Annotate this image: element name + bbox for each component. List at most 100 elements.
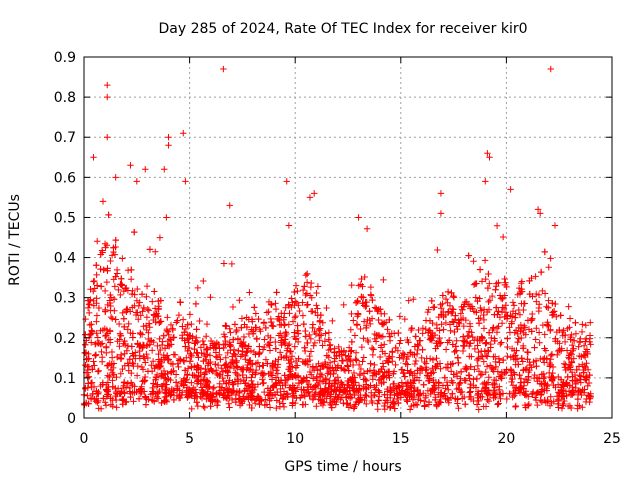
data-point (104, 81, 111, 89)
data-point (501, 275, 508, 283)
data-point (374, 405, 381, 413)
data-point (347, 357, 354, 364)
data-point (117, 355, 125, 363)
data-point (560, 379, 567, 386)
data-point (513, 347, 520, 354)
data-point (274, 388, 281, 396)
data-point (87, 296, 94, 303)
data-point (248, 404, 255, 412)
data-point (357, 325, 364, 333)
data-point (533, 290, 540, 298)
data-point (474, 297, 481, 305)
data-point (157, 362, 165, 370)
data-point (111, 283, 119, 290)
data-point (143, 342, 150, 349)
data-point (475, 348, 482, 356)
data-point (467, 393, 475, 401)
data-point (367, 382, 374, 389)
data-point (284, 342, 292, 349)
data-point (207, 294, 214, 301)
data-point (197, 344, 205, 351)
data-point (262, 324, 269, 332)
data-point (93, 262, 100, 269)
data-point (477, 307, 485, 314)
data-point (347, 326, 355, 333)
data-point (198, 384, 206, 391)
data-point (414, 367, 421, 374)
data-point (184, 321, 191, 328)
data-point (113, 270, 121, 277)
data-point (404, 398, 411, 405)
data-point (322, 330, 329, 337)
data-point (103, 326, 111, 333)
data-point (276, 379, 283, 386)
data-point (491, 311, 498, 318)
data-point (325, 346, 332, 354)
data-point (236, 340, 244, 347)
data-point (575, 363, 583, 370)
data-point (506, 324, 513, 331)
data-point (531, 344, 538, 351)
data-point (583, 395, 590, 403)
data-point (352, 349, 360, 357)
data-point (126, 356, 134, 363)
data-point (442, 346, 450, 353)
data-point (288, 295, 295, 302)
data-point (163, 214, 170, 221)
data-point (303, 270, 311, 278)
data-point (340, 347, 348, 354)
data-point (584, 350, 591, 358)
data-point (391, 405, 398, 412)
data-point (124, 360, 132, 367)
data-point (354, 313, 361, 320)
data-point (282, 381, 289, 389)
data-point (109, 383, 117, 390)
data-point (570, 337, 578, 344)
data-point (582, 374, 590, 381)
data-point (220, 260, 228, 267)
data-point (379, 333, 387, 340)
data-point (140, 341, 148, 349)
data-point (163, 325, 171, 333)
data-point (306, 292, 314, 299)
data-point (268, 318, 275, 326)
data-point (510, 388, 517, 396)
data-point (394, 390, 401, 397)
data-point (260, 319, 268, 326)
data-point (445, 396, 452, 404)
data-point (235, 377, 242, 385)
data-point (127, 162, 134, 169)
data-point (277, 339, 285, 346)
data-point (267, 387, 274, 394)
data-point (332, 364, 339, 371)
data-point (331, 398, 338, 405)
data-point (369, 372, 377, 379)
data-point (243, 349, 250, 356)
x-tick-label: 0 (80, 431, 89, 447)
data-point (212, 361, 219, 368)
data-point (115, 286, 122, 294)
data-point (90, 278, 97, 285)
data-point (107, 307, 114, 314)
data-point (233, 326, 240, 334)
data-point (141, 373, 149, 381)
data-point (534, 389, 541, 396)
data-point (282, 352, 290, 360)
data-point (325, 389, 332, 396)
data-point (547, 393, 554, 400)
data-point (365, 338, 372, 346)
data-point (571, 371, 579, 379)
data-point (106, 327, 114, 334)
data-point (376, 353, 384, 361)
data-point (324, 370, 331, 377)
data-point (431, 331, 439, 339)
data-point (425, 329, 432, 336)
data-point (404, 386, 412, 393)
data-point (183, 376, 190, 383)
data-point (494, 368, 502, 375)
data-point (95, 340, 102, 347)
data-point (474, 394, 481, 402)
data-point (433, 401, 440, 408)
data-point (432, 363, 439, 370)
data-point (100, 266, 107, 273)
